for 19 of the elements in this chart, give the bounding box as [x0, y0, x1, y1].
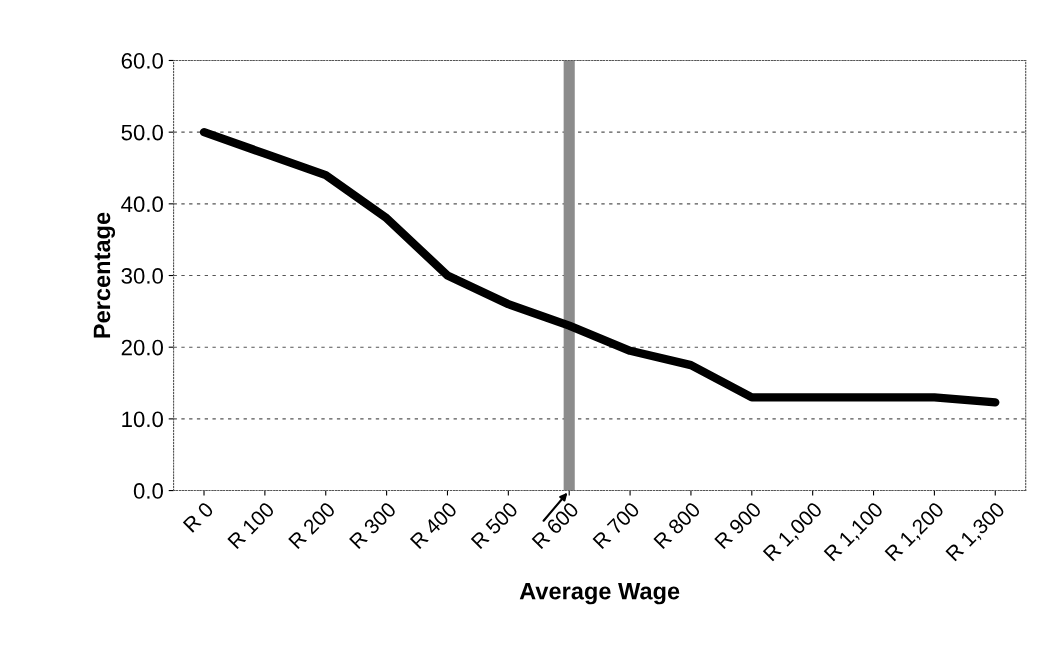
x-tick-label: R 700 [592, 501, 641, 550]
y-tick-label: 60.0 [121, 53, 163, 69]
x-axis-title: Average Wage [519, 583, 680, 605]
y-tick-label: 30.0 [121, 268, 163, 284]
x-tick-label: R 800 [653, 501, 702, 550]
x-tick-label: R 600 [531, 501, 580, 550]
x-tick-label: R 900 [714, 501, 763, 550]
y-axis-title: Percentage [93, 212, 116, 338]
x-tick-label: R 0 [182, 501, 215, 533]
x-tick-label: R 200 [288, 501, 336, 550]
x-tick-label: R 100 [227, 501, 276, 550]
x-tick-label: R 400 [409, 501, 458, 550]
y-tick-label: 10.0 [122, 411, 163, 428]
x-tick-label: R 300 [348, 501, 397, 550]
y-tick-label: 40.0 [121, 196, 163, 213]
y-tick-label: 50.0 [121, 124, 163, 141]
x-tick-label: R 500 [470, 501, 519, 550]
y-tick-label: 20.0 [121, 339, 163, 356]
y-tick-label: 0.0 [133, 483, 163, 499]
